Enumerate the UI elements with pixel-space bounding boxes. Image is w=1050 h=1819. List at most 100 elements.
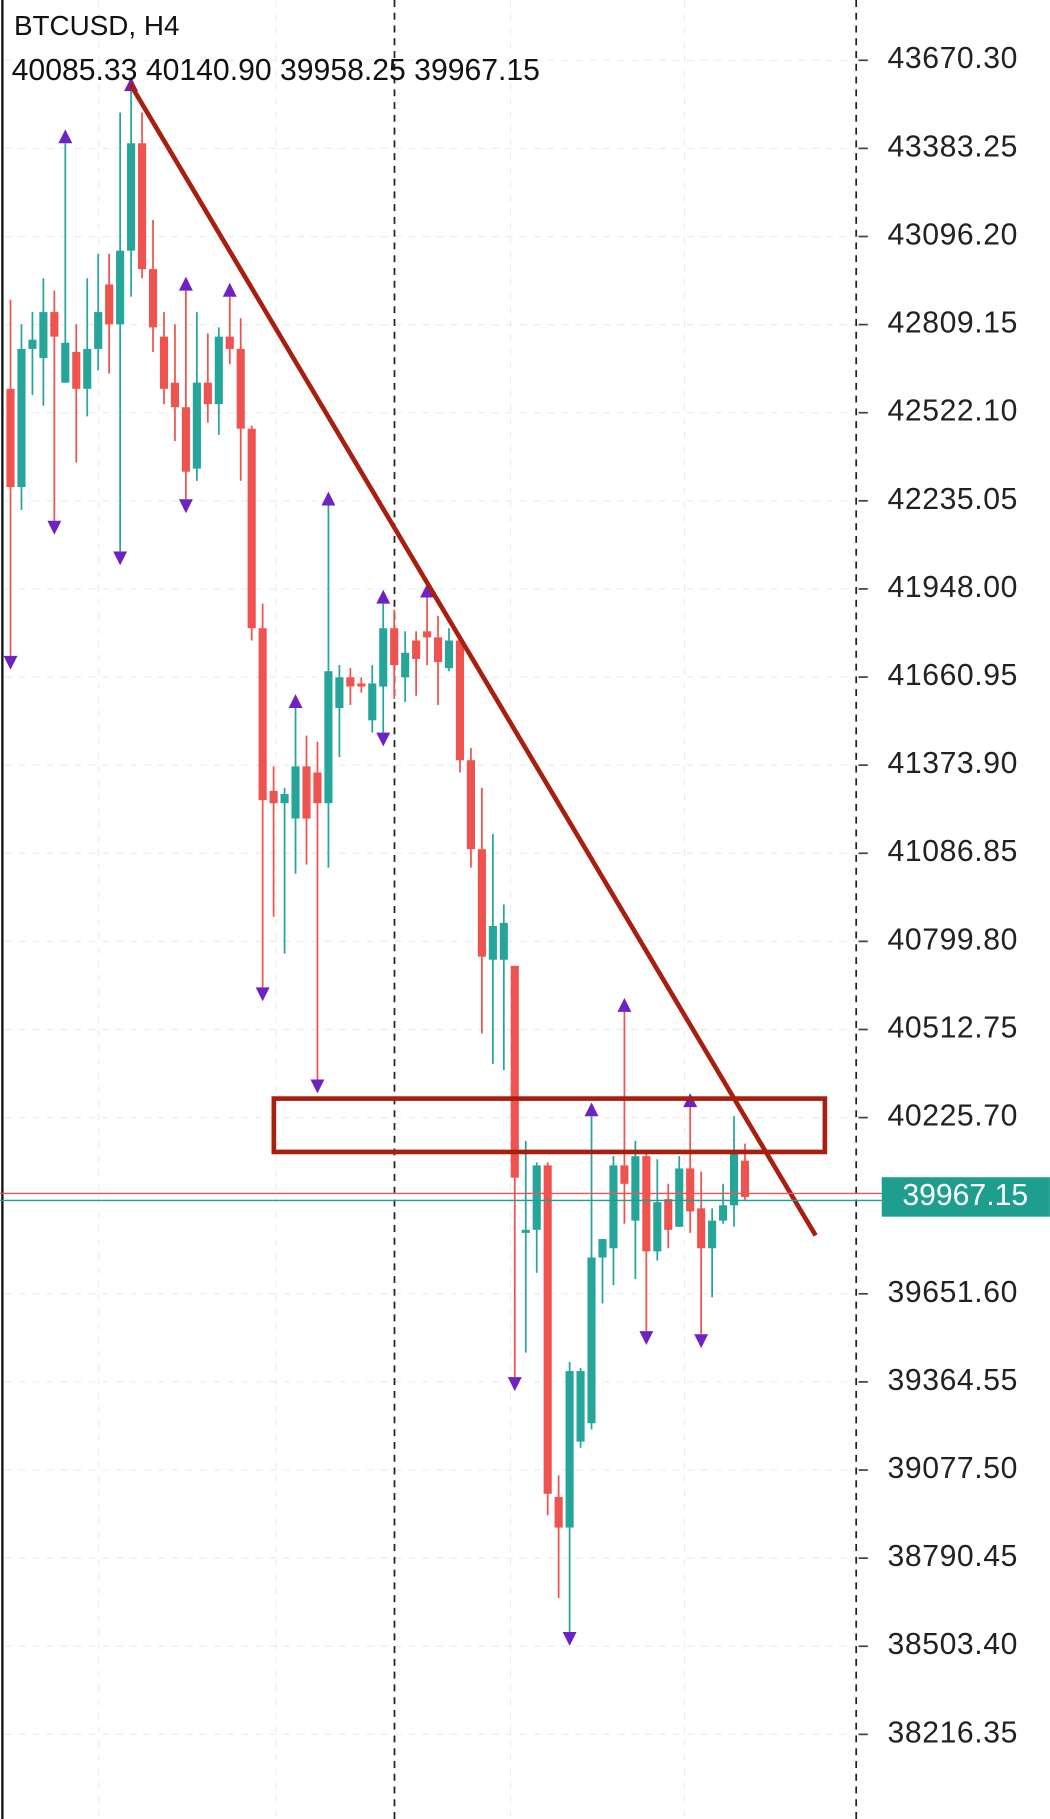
candle-body (653, 1202, 662, 1252)
candle-body (258, 628, 267, 801)
candle-body (686, 1168, 695, 1212)
candle-body (247, 428, 256, 629)
candle-body (94, 312, 103, 349)
candle-body (433, 637, 443, 662)
y-tick-label: 41948.00 (888, 571, 1018, 604)
candle-body (587, 1257, 596, 1424)
fractal-down-arrow (507, 1377, 522, 1392)
candle-body (105, 284, 114, 325)
symbol-title: BTCUSD, H4 (14, 10, 179, 41)
fractal-down-arrow (310, 1079, 325, 1094)
y-tick-label: 42235.05 (888, 483, 1018, 516)
candle-body (740, 1160, 750, 1197)
fractal-up-arrow (321, 491, 336, 506)
y-tick-label: 40225.70 (888, 1100, 1018, 1133)
candle-body (39, 312, 48, 359)
candle-body (28, 339, 37, 349)
candle-body (346, 677, 355, 687)
y-tick-label: 39077.50 (888, 1452, 1018, 1485)
y-tick-label: 38790.45 (888, 1540, 1018, 1573)
fractal-up-arrow (288, 694, 303, 709)
candle-body (6, 388, 15, 488)
y-tick-label: 42809.15 (888, 307, 1018, 340)
ohlc-low: 39958.25 (280, 54, 406, 87)
fractal-down-arrow (3, 655, 18, 670)
zone-rectangle (271, 1096, 828, 1155)
candle-body (598, 1239, 607, 1258)
candle-body (203, 382, 212, 405)
candle-body (17, 348, 26, 488)
fractal-down-arrow (178, 499, 193, 514)
trend-line (128, 82, 818, 1237)
fractal-down-arrow (47, 520, 62, 535)
candle-body (280, 793, 289, 804)
ohlc-header: 40085.33 40140.90 39958.25 39967.15 (12, 54, 540, 87)
y-tick-label: 43383.25 (888, 130, 1018, 163)
y-tick-label: 39651.60 (888, 1276, 1018, 1309)
candle-body (236, 348, 245, 429)
ohlc-high: 40140.90 (146, 54, 272, 87)
candle-body (423, 631, 432, 638)
fractal-up-arrow (376, 589, 391, 604)
candle-body (148, 269, 158, 328)
candle-body (214, 336, 223, 405)
candle-body (521, 1229, 530, 1233)
y-tick-label: 41660.95 (888, 659, 1018, 692)
y-tick-label: 41086.85 (888, 835, 1018, 868)
fractal-down-arrow (376, 732, 391, 747)
fractal-down-arrow (562, 1631, 577, 1646)
candle-body (390, 628, 399, 666)
candle-body (609, 1165, 618, 1249)
fractal-up-arrow (178, 276, 193, 291)
candle-body (313, 772, 322, 804)
y-tick-label: 43670.30 (888, 42, 1018, 75)
candle-body (719, 1205, 728, 1221)
y-tick-label: 39364.55 (888, 1364, 1018, 1397)
candle-body (401, 652, 410, 678)
candle-body (83, 348, 92, 389)
fractal-up-arrow (617, 997, 632, 1012)
fractal-down-arrow (113, 551, 128, 566)
candle-body (192, 382, 201, 469)
grid-layer (4, 0, 857, 1819)
candle-body (664, 1199, 673, 1230)
ohlc-open: 40085.33 (12, 54, 138, 87)
candle-body (335, 677, 344, 709)
candle-body (159, 336, 169, 389)
candle-body (291, 766, 300, 819)
candle-body (477, 849, 486, 957)
candle-body (488, 925, 497, 960)
candle-body (61, 342, 70, 383)
candle-body (269, 790, 278, 804)
candle-body (127, 143, 136, 251)
candle-body (444, 640, 454, 669)
y-tick-label: 38216.35 (888, 1716, 1018, 1749)
candle-body (543, 1165, 552, 1494)
candle-body (631, 1156, 640, 1221)
plot-layer (3, 77, 750, 1646)
candle-body (368, 683, 377, 721)
candle-body (181, 407, 190, 472)
candle-body (137, 143, 147, 270)
price-tag (881, 1177, 1050, 1217)
candle-body (50, 312, 59, 337)
y-tick-label: 40512.75 (888, 1011, 1018, 1044)
candle-body (554, 1496, 563, 1528)
fractal-down-arrow (694, 1334, 709, 1349)
fractal-up-arrow (222, 282, 237, 297)
candle-body (412, 640, 421, 659)
y-tick-label: 38503.40 (888, 1628, 1018, 1661)
candle-body (708, 1220, 717, 1249)
candle-body (302, 766, 311, 819)
candle-body (697, 1208, 706, 1249)
candle-body (642, 1156, 651, 1252)
fractal-up-arrow (584, 1102, 599, 1117)
candle-body (225, 336, 234, 349)
candle-body (357, 683, 366, 687)
candle-body (576, 1371, 585, 1442)
y-tick-label: 41373.90 (888, 747, 1018, 780)
price-tag-label: 39967.15 (902, 1179, 1028, 1212)
candle-body (72, 351, 81, 389)
